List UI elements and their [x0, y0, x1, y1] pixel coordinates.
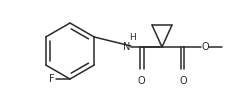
Text: H: H: [129, 32, 135, 41]
Text: O: O: [179, 76, 187, 86]
Text: N: N: [123, 42, 131, 52]
Text: O: O: [137, 76, 145, 86]
Text: F: F: [49, 74, 55, 84]
Text: O: O: [201, 42, 209, 52]
